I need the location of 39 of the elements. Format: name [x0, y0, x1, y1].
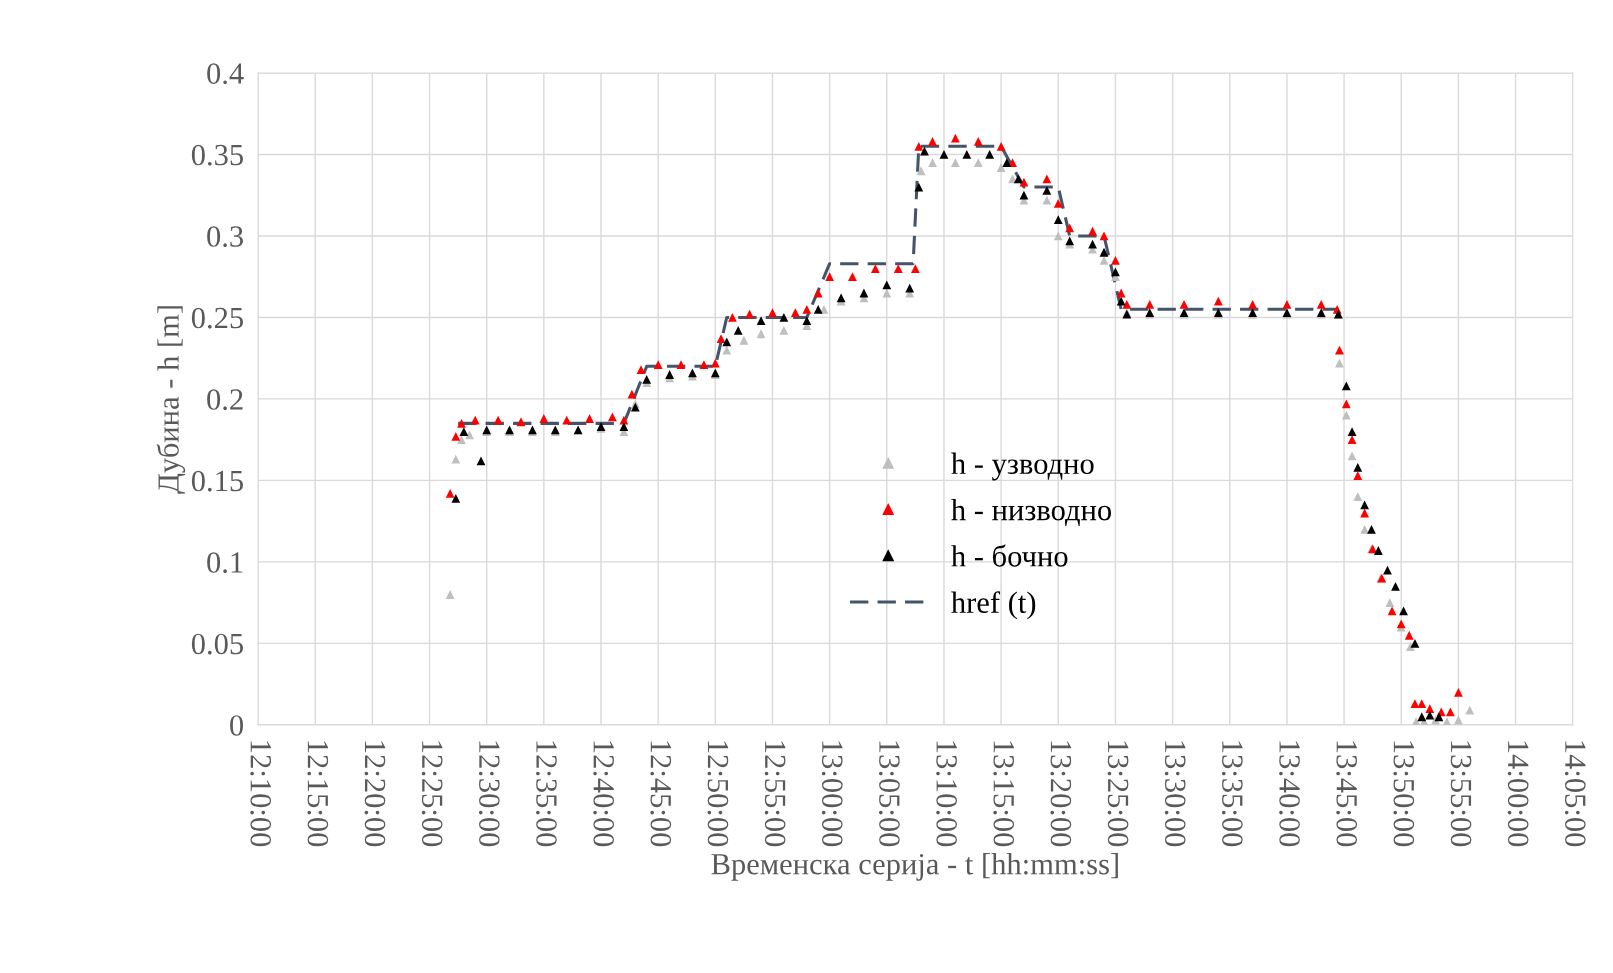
- x-tick-label: 14:00:00: [1507, 741, 1529, 847]
- x-tick-label: 12:30:00: [478, 741, 500, 847]
- x-tick-label: 12:50:00: [707, 741, 729, 847]
- x-tick-label: 13:20:00: [1050, 741, 1072, 847]
- y-tick-label: 0.15: [191, 470, 243, 492]
- x-tick-label: 12:25:00: [421, 741, 443, 847]
- y-tick-label: 0.05: [191, 633, 243, 655]
- x-tick-label: 13:00:00: [821, 741, 843, 847]
- y-axis-title: Дубина - h [m]: [156, 306, 186, 494]
- y-tick-label: 0: [230, 715, 244, 736]
- x-tick-label: 13:40:00: [1279, 741, 1300, 847]
- x-tick-label: 12:55:00: [764, 741, 786, 847]
- x-tick-label: 12:35:00: [536, 741, 557, 847]
- x-tick-label: 13:25:00: [1107, 741, 1129, 847]
- y-tick-label: 0.4: [207, 63, 244, 85]
- x-tick-label: 13:05:00: [878, 741, 900, 847]
- x-tick-label: 14:05:00: [1564, 741, 1586, 847]
- x-tick-label: 12:20:00: [364, 741, 386, 847]
- x-tick-label: 13:15:00: [993, 741, 1015, 847]
- y-tick-label: 0.2: [207, 389, 243, 410]
- x-tick-label: 13:55:00: [1450, 741, 1472, 847]
- y-tick-label: 0.3: [207, 226, 243, 247]
- legend-label: h - бочно: [951, 544, 1068, 567]
- x-tick-label: 12:45:00: [650, 741, 672, 847]
- x-tick-label: 13:45:00: [1336, 741, 1358, 847]
- y-tick-label: 0.25: [191, 307, 243, 329]
- x-tick-label: 12:15:00: [307, 741, 329, 847]
- x-tick-label: 13:30:00: [1164, 741, 1186, 847]
- x-tick-label: 13:50:00: [1393, 741, 1415, 847]
- y-tick-label: 0.35: [191, 144, 243, 166]
- legend-label: h - узводно: [951, 452, 1094, 481]
- x-tick-label: 13:10:00: [936, 741, 957, 847]
- legend-label: href (t): [951, 591, 1036, 620]
- x-tick-label: 12:40:00: [593, 741, 614, 847]
- legend-label: h - низводно: [951, 498, 1112, 527]
- y-tick-label: 0.1: [207, 552, 243, 573]
- x-tick-label: 12:10:00: [250, 741, 272, 847]
- x-tick-label: 13:35:00: [1221, 741, 1243, 847]
- x-axis-title: Временска серија - t [hh:mm:ss]: [711, 852, 1118, 881]
